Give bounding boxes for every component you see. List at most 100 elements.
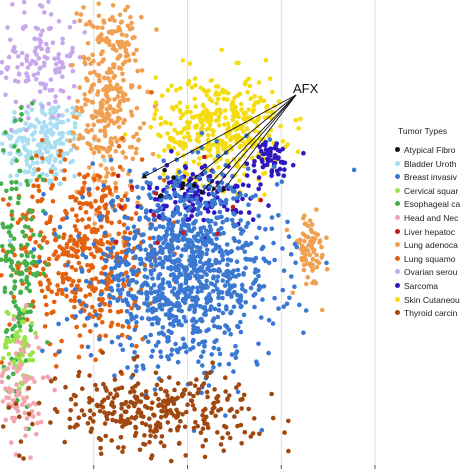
data-point xyxy=(213,92,218,97)
data-point xyxy=(109,339,115,345)
data-point xyxy=(13,303,19,309)
data-point xyxy=(207,292,212,297)
data-point xyxy=(60,40,65,46)
data-point xyxy=(156,234,161,240)
data-point xyxy=(145,405,150,411)
data-point xyxy=(48,12,54,17)
data-point xyxy=(301,150,306,156)
data-point xyxy=(24,154,29,159)
data-point xyxy=(24,158,29,163)
data-point xyxy=(203,228,209,233)
data-point xyxy=(287,295,292,301)
data-point xyxy=(214,395,219,401)
data-point xyxy=(117,98,123,104)
data-point xyxy=(204,374,209,380)
data-point xyxy=(26,411,32,417)
data-point xyxy=(85,41,91,46)
data-point xyxy=(21,0,27,5)
data-point xyxy=(93,276,99,281)
data-point xyxy=(207,224,213,229)
data-point xyxy=(90,287,95,292)
data-point xyxy=(104,388,109,393)
data-point xyxy=(77,298,82,304)
data-point xyxy=(200,102,206,108)
data-point xyxy=(112,18,117,23)
data-point xyxy=(240,182,246,187)
data-point xyxy=(135,68,140,74)
data-point xyxy=(115,39,120,45)
data-point xyxy=(167,254,172,260)
data-point xyxy=(205,137,211,143)
data-point xyxy=(115,273,120,279)
data-point xyxy=(16,195,22,201)
data-point xyxy=(104,84,109,89)
data-point xyxy=(171,212,177,217)
data-point xyxy=(158,283,163,288)
data-point xyxy=(123,59,128,65)
data-point xyxy=(267,76,273,82)
data-point xyxy=(232,185,237,190)
data-point xyxy=(239,136,245,141)
data-point xyxy=(35,183,41,189)
data-point xyxy=(19,271,25,276)
data-point xyxy=(102,76,107,81)
data-point xyxy=(127,335,133,341)
data-point xyxy=(139,392,145,397)
data-point xyxy=(265,150,271,156)
data-point xyxy=(168,427,173,433)
data-point xyxy=(135,204,140,209)
data-point xyxy=(182,164,188,169)
data-point xyxy=(25,317,30,322)
data-point xyxy=(104,414,109,419)
data-point xyxy=(246,107,251,112)
data-point xyxy=(282,160,288,166)
data-point xyxy=(9,212,14,218)
data-point xyxy=(165,393,170,398)
data-point xyxy=(314,264,320,270)
data-point xyxy=(297,302,302,308)
data-point xyxy=(111,171,116,177)
data-point xyxy=(232,111,238,116)
data-point xyxy=(216,123,222,128)
data-point xyxy=(194,377,199,382)
data-point xyxy=(30,421,35,427)
data-point xyxy=(98,128,103,134)
data-point xyxy=(197,259,203,265)
data-point xyxy=(47,88,52,93)
data-point xyxy=(97,336,102,342)
data-point xyxy=(52,144,57,150)
data-point xyxy=(216,291,221,297)
data-point xyxy=(102,421,108,426)
data-point xyxy=(10,2,15,7)
data-point xyxy=(214,279,220,284)
data-point xyxy=(29,375,35,381)
data-point xyxy=(104,166,109,171)
data-point xyxy=(234,409,240,415)
data-point xyxy=(191,243,196,248)
data-point xyxy=(248,96,254,101)
data-point xyxy=(8,173,13,179)
data-point xyxy=(144,280,149,286)
data-point xyxy=(175,219,181,225)
data-point xyxy=(238,294,244,300)
data-point xyxy=(203,406,208,412)
data-point xyxy=(232,414,237,419)
data-point xyxy=(134,364,139,369)
data-point xyxy=(92,221,97,226)
data-point xyxy=(252,304,257,310)
data-point xyxy=(36,120,42,125)
data-point xyxy=(266,203,271,208)
data-point xyxy=(6,375,11,380)
data-point xyxy=(155,240,160,246)
data-point xyxy=(30,58,35,64)
data-point xyxy=(251,416,257,421)
data-point xyxy=(270,415,276,421)
data-point xyxy=(175,236,181,241)
data-point xyxy=(288,252,294,257)
data-point xyxy=(164,190,169,195)
data-point xyxy=(9,186,15,192)
data-point xyxy=(198,119,204,125)
data-point xyxy=(87,408,93,414)
data-point xyxy=(9,209,15,214)
data-point xyxy=(205,247,210,253)
